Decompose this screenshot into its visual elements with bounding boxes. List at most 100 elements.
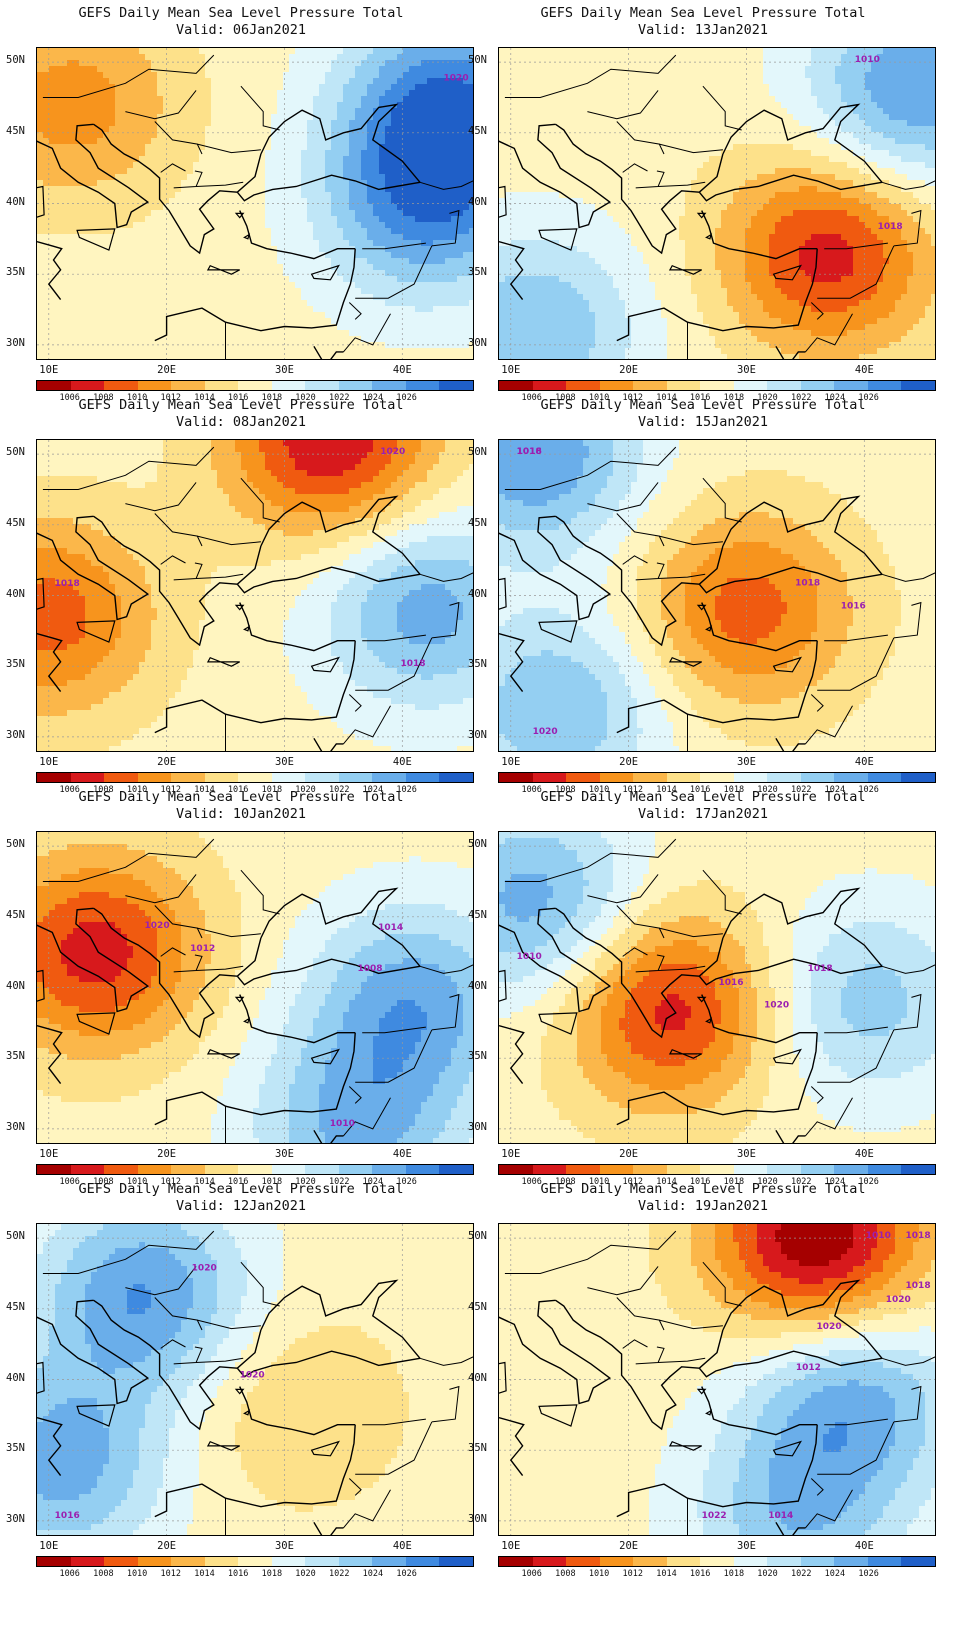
pressure-cell (343, 264, 350, 271)
pressure-cell (397, 336, 404, 343)
pressure-cell (301, 78, 308, 85)
pressure-cell (331, 318, 338, 325)
pressure-cell (181, 126, 188, 133)
pressure-cell (691, 60, 698, 67)
pressure-cell (565, 84, 572, 91)
pressure-cell (103, 270, 110, 277)
pressure-cell (613, 102, 620, 109)
pressure-cell (241, 60, 248, 67)
pressure-cell (331, 198, 338, 205)
pressure-cell (193, 102, 200, 109)
pressure-cell (889, 90, 896, 97)
pressure-cell (397, 270, 404, 277)
pressure-cell (283, 204, 290, 211)
pressure-cell (391, 54, 398, 61)
pressure-cell (643, 132, 650, 139)
pressure-cell (133, 162, 140, 169)
pressure-cell (325, 48, 332, 55)
pressure-cell (235, 258, 242, 265)
pressure-cell (379, 330, 386, 337)
pressure-cell (223, 216, 230, 223)
pressure-cell (157, 66, 164, 73)
pressure-cell (325, 246, 332, 253)
pressure-cell (319, 318, 326, 325)
pressure-cell (439, 288, 446, 295)
pressure-cell (193, 78, 200, 85)
pressure-cell (367, 126, 374, 133)
pressure-cell (151, 60, 158, 67)
pressure-cell (91, 312, 98, 319)
pressure-cell (709, 78, 716, 85)
pressure-cell (517, 96, 524, 103)
pressure-cell (49, 60, 56, 67)
pressure-cell (469, 204, 473, 211)
pressure-cell (193, 252, 200, 259)
island-outline (206, 264, 240, 275)
pressure-cell (847, 120, 854, 127)
pressure-cell (427, 324, 434, 331)
pressure-cell (295, 168, 302, 175)
pressure-cell (385, 174, 392, 181)
coastline (236, 174, 421, 202)
pressure-cell (277, 174, 284, 181)
pressure-cell (121, 54, 128, 61)
pressure-cell (205, 156, 212, 163)
pressure-cell (91, 318, 98, 325)
pressure-cell (439, 72, 446, 79)
pressure-cell (307, 240, 314, 247)
pressure-cell (247, 66, 254, 73)
pressure-cell (97, 312, 104, 319)
pressure-cell (355, 294, 362, 301)
pressure-cell (469, 234, 473, 241)
pressure-cell (163, 192, 170, 199)
pressure-cell (649, 72, 656, 79)
pressure-cell (91, 90, 98, 97)
pressure-cell (367, 324, 374, 331)
pressure-cell (145, 246, 152, 253)
pressure-cell (331, 354, 338, 359)
pressure-cell (169, 114, 176, 121)
pressure-cell (85, 126, 92, 133)
pressure-cell (607, 96, 614, 103)
pressure-cell (169, 60, 176, 67)
pressure-cell (175, 294, 182, 301)
pressure-cell (223, 252, 230, 259)
pressure-cell (655, 132, 662, 139)
pressure-cell (181, 144, 188, 151)
pressure-cell (169, 72, 176, 79)
pressure-cell (217, 192, 224, 199)
pressure-cell (187, 198, 194, 205)
pressure-cell (91, 60, 98, 67)
pressure-cell (577, 102, 584, 109)
pressure-cell (103, 108, 110, 115)
pressure-cell (55, 210, 62, 217)
pressure-cell (91, 342, 98, 349)
pressure-cell (715, 108, 722, 115)
pressure-cell (601, 126, 608, 133)
pressure-cell (547, 48, 554, 55)
pressure-cell (379, 228, 386, 235)
pressure-cell (199, 300, 206, 307)
pressure-cell (151, 156, 158, 163)
pressure-cell (217, 216, 224, 223)
pressure-cell (253, 282, 260, 289)
pressure-cell (685, 48, 692, 55)
pressure-cell (439, 318, 446, 325)
pressure-cell (421, 150, 428, 157)
pressure-cell (169, 276, 176, 283)
pressure-cell (295, 90, 302, 97)
pressure-cell (343, 216, 350, 223)
pressure-cell (193, 228, 200, 235)
pressure-cell (583, 84, 590, 91)
pressure-cell (931, 96, 935, 103)
pressure-cell (241, 108, 248, 115)
pressure-cell (253, 252, 260, 259)
pressure-cell (445, 348, 452, 355)
pressure-cell (415, 48, 422, 55)
pressure-cell (235, 354, 242, 359)
pressure-cell (637, 120, 644, 127)
pressure-cell (115, 318, 122, 325)
pressure-cell (97, 264, 104, 271)
pressure-cell (685, 72, 692, 79)
pressure-cell (883, 84, 890, 91)
